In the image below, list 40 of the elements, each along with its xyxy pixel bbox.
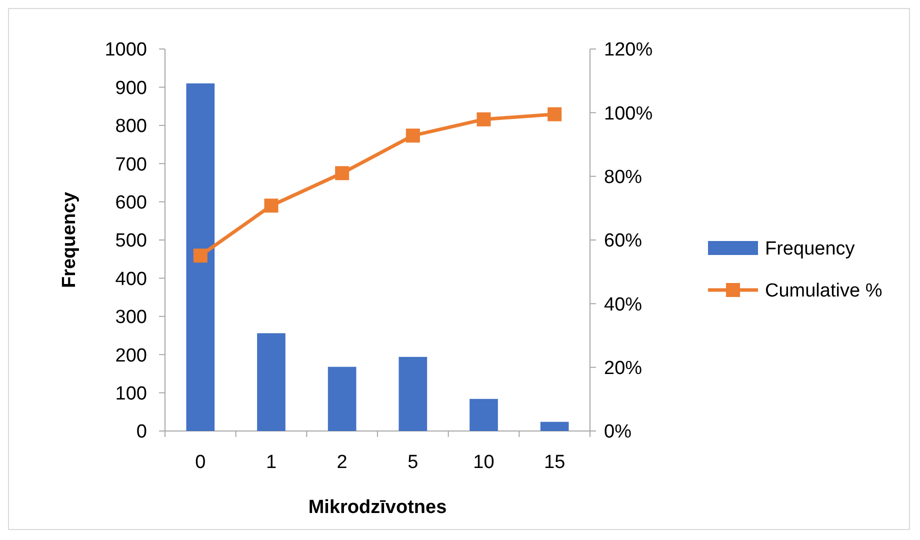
point [548,107,562,122]
y2-tick-label: 60% [604,230,642,252]
x-tick-label: 15 [544,452,566,473]
point [335,166,350,180]
point [264,198,278,213]
legend-label: Frequency [765,238,856,260]
y2-tick-label: 120% [604,40,653,61]
point [476,112,491,126]
x-tick-label: 5 [408,452,418,473]
y-tick-label: 0 [136,422,147,443]
y-tick-label: 300 [115,307,147,328]
x-tick-label: 2 [336,452,348,473]
point [406,128,420,143]
legend-label: Cumulative % [765,280,882,302]
bar [328,366,356,431]
y2-tick-label: 40% [604,294,642,316]
bar [257,333,286,431]
y-tick-label: 100 [115,383,147,404]
x-tick-label: 0 [195,452,206,473]
x-axis-title: Mikrodzīvotnes [308,497,447,518]
bar [470,398,498,431]
y-tick-label: 900 [115,78,147,99]
y-tick-label: 200 [115,345,147,366]
y2-tick-label: 20% [604,358,642,379]
bar [186,83,215,431]
y-tick-label: 600 [115,192,147,214]
y2-tick-label: 80% [604,166,642,188]
y-tick-label: 1000 [104,40,147,61]
y2-tick-label: 0% [604,422,632,443]
y-tick-label: 800 [115,116,147,138]
x-tick-label: 10 [473,452,494,473]
bar [540,422,569,431]
x-tick-label: 1 [266,452,277,473]
y2-tick-label: 100% [604,103,653,124]
y-axis-title: Frequency [59,192,80,288]
point [193,248,208,263]
y-tick-label: 400 [115,268,147,290]
y-tick-label: 700 [115,154,147,176]
bar [398,356,428,431]
y-tick-label: 500 [115,230,147,252]
